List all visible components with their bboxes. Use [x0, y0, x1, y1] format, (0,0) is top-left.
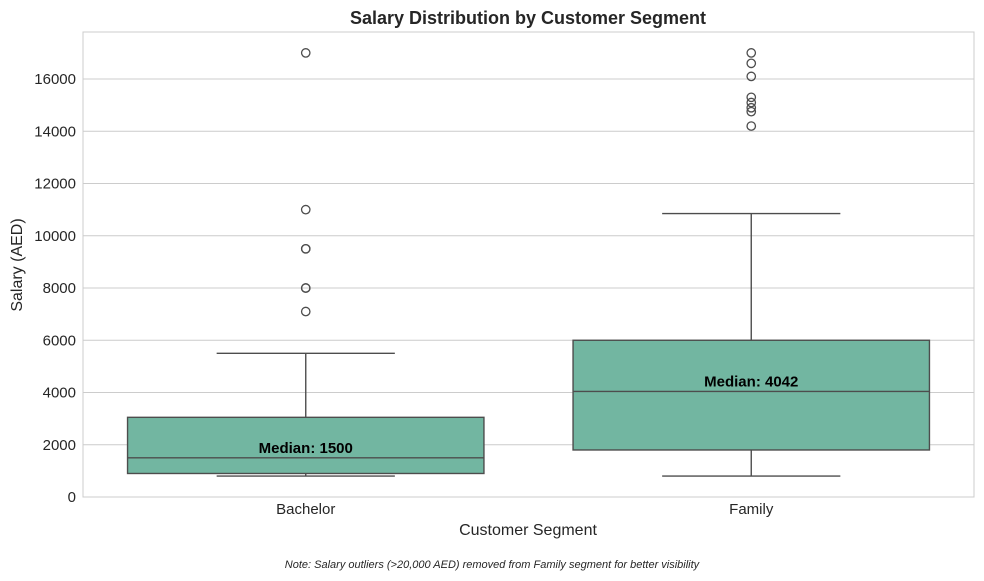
y-tick-label: 6000 [43, 332, 76, 349]
y-tick-label: 0 [68, 489, 76, 506]
outlier-point [746, 92, 757, 103]
chart-note: Note: Salary outliers (>20,000 AED) remo… [285, 559, 701, 571]
outlier-point [746, 97, 757, 108]
y-tick-label: 4000 [43, 385, 76, 402]
outlier-point [746, 58, 757, 69]
chart-title: Salary Distribution by Customer Segment [350, 8, 706, 28]
outlier-point [746, 48, 757, 58]
outlier-point [300, 204, 311, 215]
y-tick-label: 2000 [43, 437, 76, 454]
plot-frame [82, 31, 975, 498]
y-tick-label: 12000 [34, 176, 76, 193]
box-bachelor: Median: 1500 [126, 48, 485, 477]
outlier-point [746, 106, 757, 117]
y-tick-label: 14000 [34, 123, 76, 140]
outlier-point [300, 48, 311, 58]
outlier-point [746, 102, 757, 113]
box-family: Median: 4042 [572, 48, 931, 477]
outlier-point [746, 71, 757, 82]
y-axis-label: Salary (AED) [9, 218, 26, 311]
y-tick-label: 16000 [34, 71, 76, 88]
x-tick-label: Bachelor [276, 501, 335, 518]
iqr-box [572, 339, 931, 451]
gridlines [83, 78, 974, 446]
x-axis-ticks: Bachelor Family [276, 501, 774, 518]
outlier-point [300, 283, 311, 293]
outlier-point [300, 243, 311, 254]
y-tick-label: 8000 [43, 280, 76, 297]
box-plots: Median: 1500 Median: 4042 [126, 48, 931, 477]
median-label: Median: 1500 [259, 440, 353, 457]
iqr-box [126, 416, 485, 475]
y-axis-ticks: 0 2000 4000 6000 8000 10000 12000 14000 16000 [34, 71, 76, 506]
y-tick-label: 10000 [34, 228, 76, 245]
x-tick-label: Family [729, 501, 774, 518]
outlier-point [746, 121, 757, 131]
outlier-point [300, 306, 311, 317]
x-axis-label: Customer Segment [459, 522, 597, 539]
median-label: Median: 4042 [704, 373, 798, 390]
